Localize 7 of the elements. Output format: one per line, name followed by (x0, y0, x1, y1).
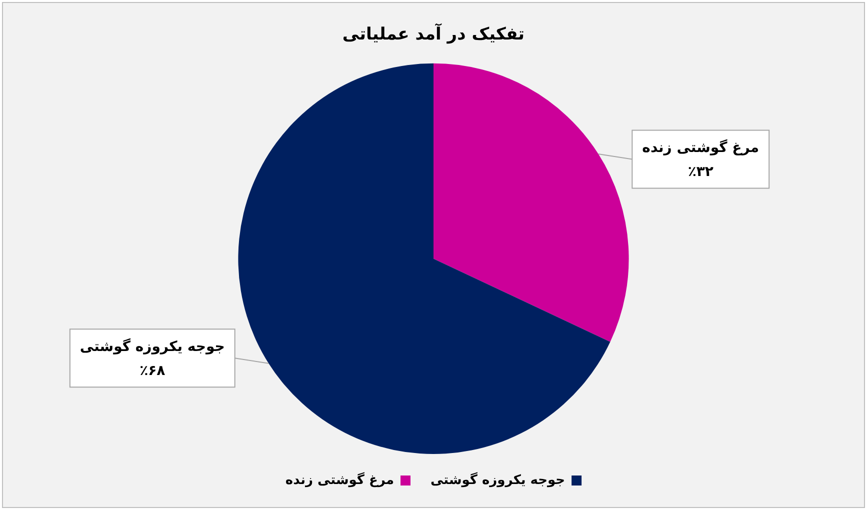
data-label: ٪۳۲ (688, 164, 714, 180)
legend-label: مرغ گوشتی زنده (285, 472, 394, 488)
slice-label: مرغ گوشتی زنده (642, 138, 760, 156)
legend-label: جوجه یکروزه گوشتی (430, 472, 566, 488)
chart-title: تفکیک در آمد عملیاتی (342, 22, 525, 45)
slice-label: جوجه یکروزه گوشتی (80, 338, 225, 355)
data-label: ٪۶۸ (140, 362, 166, 379)
